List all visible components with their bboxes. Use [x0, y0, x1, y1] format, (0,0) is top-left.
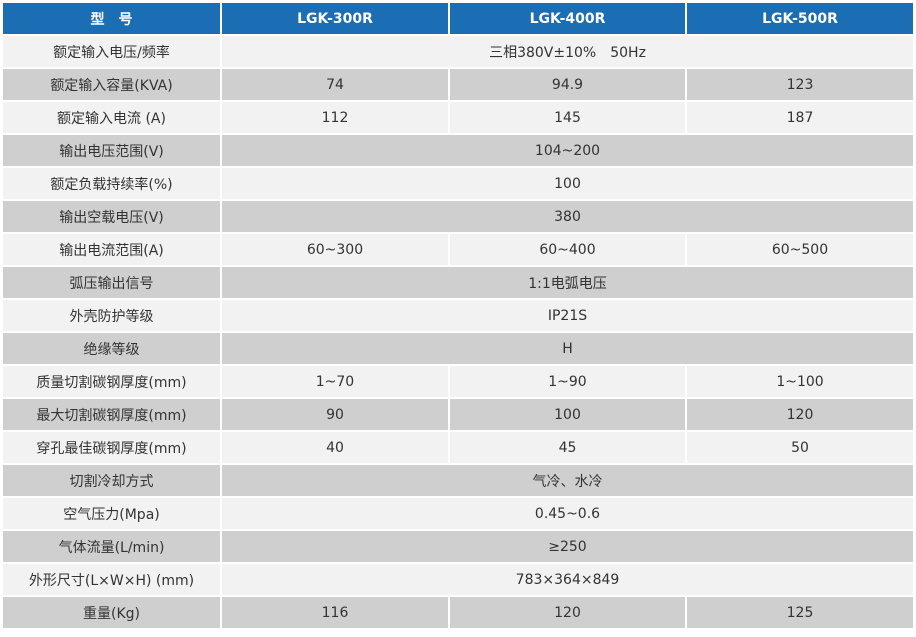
row-label: 输出电流范围(A) [3, 234, 220, 265]
cell: 125 [687, 597, 913, 628]
row-label: 最大切割碳钢厚度(mm) [3, 399, 220, 430]
cell: 40 [222, 432, 448, 463]
table-row: 外壳防护等级 IP21S [3, 300, 913, 331]
cell: 60~300 [222, 234, 448, 265]
cell: 60~400 [450, 234, 685, 265]
cell: 104~200 [222, 135, 913, 166]
table-row: 气体流量(L/min) ≥250 [3, 531, 913, 562]
table-body: 额定输入电压/频率 三相380V±10% 50Hz 额定输入容量(KVA) 74 94.… [3, 36, 913, 628]
table-row: 切割冷却方式 气冷、水冷 [3, 465, 913, 496]
cell: 94.9 [450, 69, 685, 100]
cell: 1~100 [687, 366, 913, 397]
cell: 123 [687, 69, 913, 100]
cell: 气冷、水冷 [222, 465, 913, 496]
table-row: 额定输入容量(KVA) 74 94.9 123 [3, 69, 913, 100]
cell: 1:1电弧电压 [222, 267, 913, 298]
header-cell: LGK-300R [222, 3, 448, 34]
cell: 三相380V±10% 50Hz [222, 36, 913, 67]
row-label: 穿孔最佳碳钢厚度(mm) [3, 432, 220, 463]
row-label: 切割冷却方式 [3, 465, 220, 496]
cell: 380 [222, 201, 913, 232]
cell: 74 [222, 69, 448, 100]
cell: 1~90 [450, 366, 685, 397]
header-cell: 型 号 [3, 3, 220, 34]
row-label: 质量切割碳钢厚度(mm) [3, 366, 220, 397]
table-row: 重量(Kg) 116 120 125 [3, 597, 913, 628]
row-label: 输出空载电压(V) [3, 201, 220, 232]
cell: 100 [450, 399, 685, 430]
table-row: 输出电压范围(V) 104~200 [3, 135, 913, 166]
header-row: 型 号 LGK-300R LGK-400R LGK-500R [3, 3, 913, 34]
row-label: 弧压输出信号 [3, 267, 220, 298]
cell: 90 [222, 399, 448, 430]
cell: 116 [222, 597, 448, 628]
header-cell: LGK-400R [450, 3, 685, 34]
cell: H [222, 333, 913, 364]
table-row: 穿孔最佳碳钢厚度(mm) 40 45 50 [3, 432, 913, 463]
row-label: 额定输入电压/频率 [3, 36, 220, 67]
cell: 112 [222, 102, 448, 133]
row-label: 气体流量(L/min) [3, 531, 220, 562]
cell: 50 [687, 432, 913, 463]
header-cell: LGK-500R [687, 3, 913, 34]
cell: 45 [450, 432, 685, 463]
table-row: 外形尺寸(L×W×H) (mm) 783×364×849 [3, 564, 913, 595]
table-row: 额定负载持续率(%) 100 [3, 168, 913, 199]
table-row: 绝缘等级 H [3, 333, 913, 364]
cell: 145 [450, 102, 685, 133]
cell: 120 [450, 597, 685, 628]
row-label: 绝缘等级 [3, 333, 220, 364]
row-label: 额定输入电流 (A) [3, 102, 220, 133]
table-row: 额定输入电流 (A) 112 145 187 [3, 102, 913, 133]
row-label: 空气压力(Mpa) [3, 498, 220, 529]
table-row: 输出电流范围(A) 60~300 60~400 60~500 [3, 234, 913, 265]
table-row: 空气压力(Mpa) 0.45~0.6 [3, 498, 913, 529]
row-label: 额定输入容量(KVA) [3, 69, 220, 100]
row-label: 重量(Kg) [3, 597, 220, 628]
cell: 783×364×849 [222, 564, 913, 595]
cell: 120 [687, 399, 913, 430]
cell: ≥250 [222, 531, 913, 562]
table-row: 额定输入电压/频率 三相380V±10% 50Hz [3, 36, 913, 67]
row-label: 外形尺寸(L×W×H) (mm) [3, 564, 220, 595]
cell: 60~500 [687, 234, 913, 265]
row-label: 外壳防护等级 [3, 300, 220, 331]
cell: 1~70 [222, 366, 448, 397]
cell: 100 [222, 168, 913, 199]
cell: 0.45~0.6 [222, 498, 913, 529]
cell: IP21S [222, 300, 913, 331]
row-label: 额定负载持续率(%) [3, 168, 220, 199]
table-row: 质量切割碳钢厚度(mm) 1~70 1~90 1~100 [3, 366, 913, 397]
cell: 187 [687, 102, 913, 133]
table-row: 输出空载电压(V) 380 [3, 201, 913, 232]
table-row: 弧压输出信号 1:1电弧电压 [3, 267, 913, 298]
table-row: 最大切割碳钢厚度(mm) 90 100 120 [3, 399, 913, 430]
row-label: 输出电压范围(V) [3, 135, 220, 166]
